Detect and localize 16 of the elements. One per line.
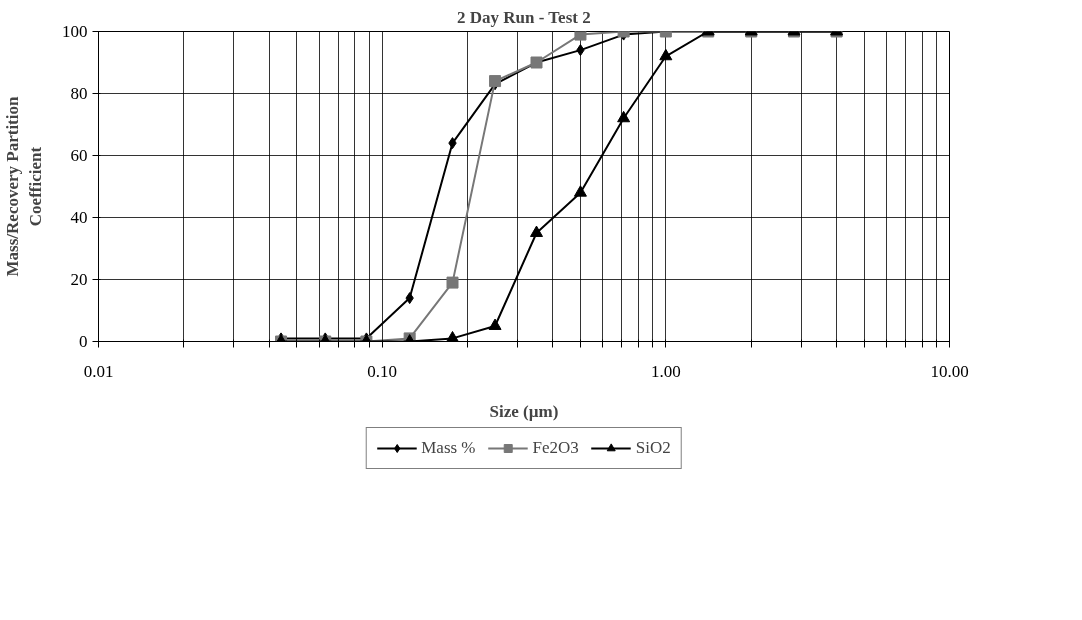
- chart-title: 2 Day Run - Test 2: [457, 7, 591, 27]
- y-tick-label: 60: [70, 146, 88, 165]
- y-axis-title: Mass/Recovery Partition Coefficient: [3, 96, 45, 277]
- y-tick-label: 80: [70, 84, 88, 103]
- legend-label: Fe2O3: [532, 438, 579, 458]
- y-tick-label: 100: [62, 22, 88, 41]
- x-tick-label: 0.10: [367, 361, 398, 381]
- legend-label: SiO2: [635, 438, 671, 458]
- legend-label: Mass %: [421, 438, 476, 458]
- x-tick-label: 1.00: [650, 361, 681, 381]
- x-axis-title: Size (µm): [489, 401, 559, 421]
- y-tick-label: 20: [70, 270, 88, 289]
- y-tick-label: 0: [79, 332, 88, 351]
- x-tick-label: 10.00: [930, 361, 969, 381]
- x-tick-label: 0.01: [83, 361, 114, 381]
- y-tick-label: 40: [70, 208, 88, 227]
